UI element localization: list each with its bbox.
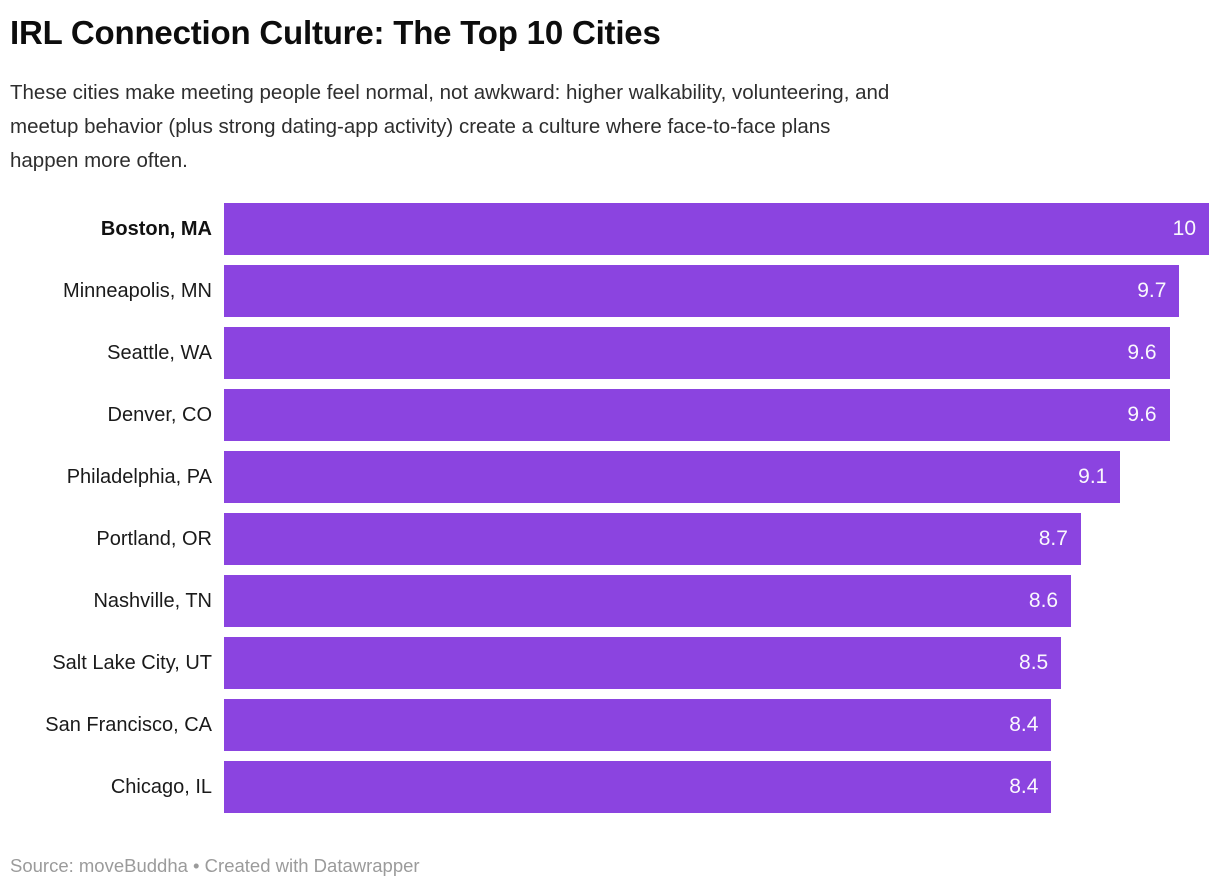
chart-description: These cities make meeting people feel no… <box>10 76 1210 178</box>
bar-category-label: Chicago, IL <box>110 776 212 798</box>
source-attribution: Source: moveBuddha • Created with Datawr… <box>10 855 420 876</box>
bar-row: Salt Lake City, UT 8.5 <box>0 637 1220 689</box>
bar[interactable]: 10 <box>224 203 1209 255</box>
chart-header: IRL Connection Culture: The Top 10 Citie… <box>10 12 1210 178</box>
bar[interactable]: 8.5 <box>224 637 1062 689</box>
bar-category-label: Philadelphia, PA <box>66 466 212 488</box>
bar-row: San Francisco, CA 8.4 <box>0 699 1220 751</box>
bar-value-label: 8.7 <box>1038 527 1068 550</box>
bar-category-label: Nashville, TN <box>93 590 212 612</box>
bar-category-label: Salt Lake City, UT <box>52 652 212 674</box>
bar-value-label: 10 <box>1172 217 1196 240</box>
bar[interactable]: 8.7 <box>224 513 1081 565</box>
bar-row: Seattle, WA 9.6 <box>0 327 1220 379</box>
bar[interactable]: 9.7 <box>224 265 1180 317</box>
bar[interactable]: 9.6 <box>224 327 1170 379</box>
bar-value-label: 9.7 <box>1137 279 1167 302</box>
bar[interactable]: 8.4 <box>224 761 1052 813</box>
bar-row: Boston, MA 10 <box>0 203 1220 255</box>
bar-value-label: 8.6 <box>1028 589 1059 612</box>
bar-value-label: 9.1 <box>1078 465 1108 488</box>
description-line: happen more often. <box>10 149 188 172</box>
bar-value-label: 8.5 <box>1019 651 1049 674</box>
bar-value-label: 8.4 <box>1009 775 1039 798</box>
bar[interactable]: 9.6 <box>224 389 1170 441</box>
bar[interactable]: 8.6 <box>224 575 1072 627</box>
bar-row: Denver, CO 9.6 <box>0 389 1220 441</box>
bar-category-label: Seattle, WA <box>107 342 212 364</box>
bar-value-label: 9.6 <box>1127 341 1157 364</box>
chart-title: IRL Connection Culture: The Top 10 Citie… <box>10 14 661 51</box>
bar-category-label: Denver, CO <box>107 404 212 426</box>
bar-row: Portland, OR 8.7 <box>0 513 1220 565</box>
bar-category-label: San Francisco, CA <box>45 714 212 736</box>
bar[interactable]: 8.4 <box>224 699 1052 751</box>
bar-chart: Boston, MA 10 Minneapolis, MN 9.7 Seattle, W… <box>0 203 1220 823</box>
bar-category-label: Minneapolis, MN <box>63 280 212 302</box>
bar-row: Chicago, IL 8.4 <box>0 761 1220 813</box>
bar-value-label: 8.4 <box>1009 713 1039 736</box>
bar-row: Philadelphia, PA 9.1 <box>0 451 1220 503</box>
bar-value-label: 9.6 <box>1127 403 1157 426</box>
bar-row: Minneapolis, MN 9.7 <box>0 265 1220 317</box>
bar[interactable]: 9.1 <box>224 451 1121 503</box>
bar-category-label: Portland, OR <box>96 528 212 550</box>
description-line: These cities make meeting people feel no… <box>10 81 890 104</box>
description-line: meetup behavior (plus strong dating-app … <box>10 115 831 138</box>
bar-row: Nashville, TN 8.6 <box>0 575 1220 627</box>
bar-category-label: Boston, MA <box>100 218 212 240</box>
